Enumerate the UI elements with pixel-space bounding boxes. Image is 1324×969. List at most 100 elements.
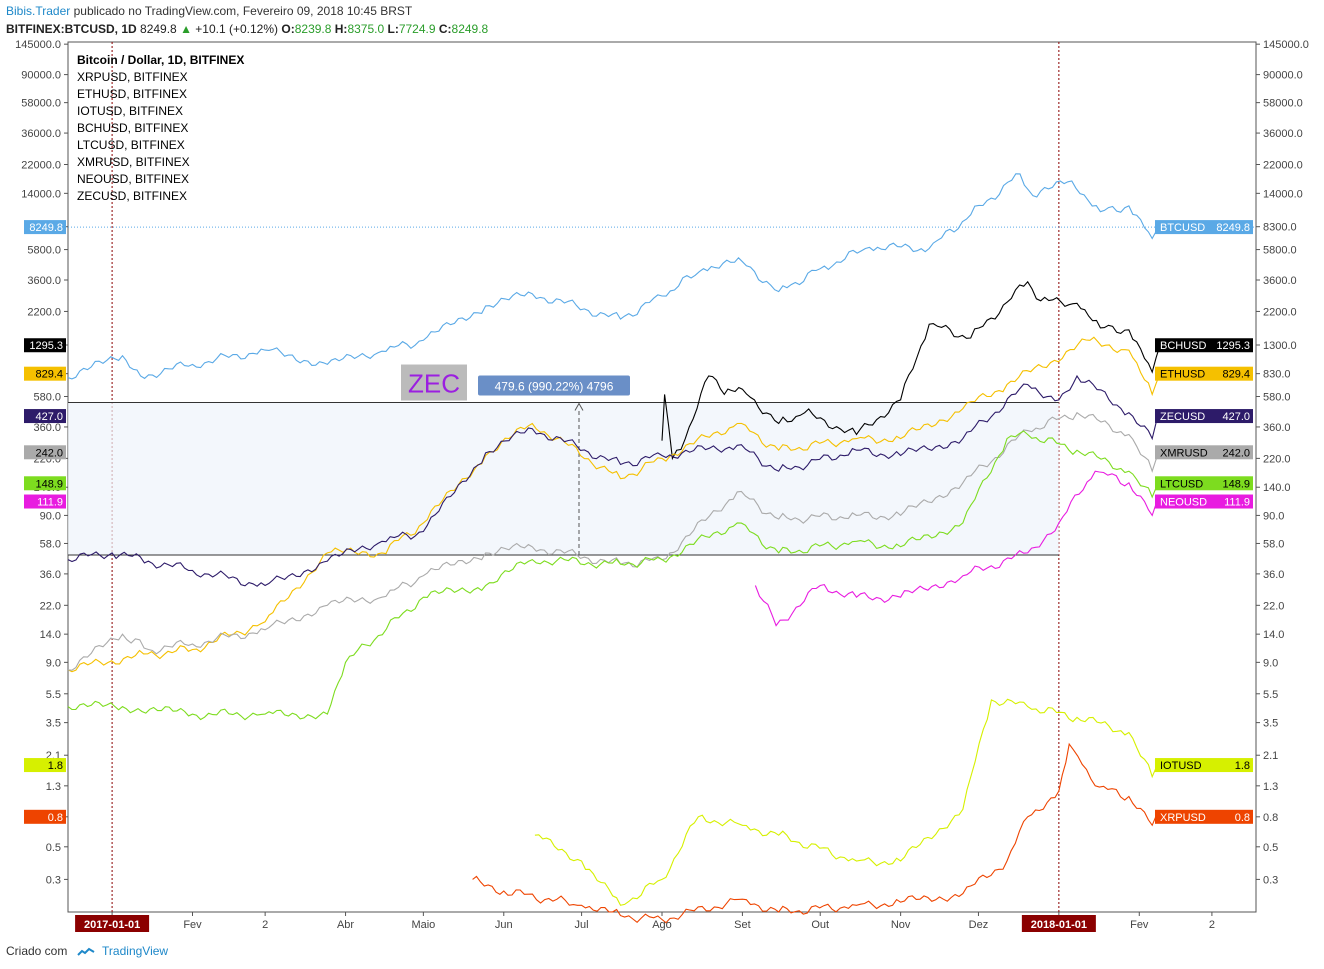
x-tick-highlight-bg [1021,915,1096,932]
series-tag-right [1155,366,1253,381]
series-name-label: BCHUSD [1160,340,1207,352]
legend-item: IOTUSD, BITFINEX [77,104,183,118]
y-tick-label-left: 22.0 [40,600,61,612]
series-last-right: 242.0 [1222,447,1250,459]
series-last-left: 427.0 [35,411,63,423]
series-tag-left [24,758,66,773]
created-with-text: Criado com [6,944,68,958]
y-tick-label-right: 2.1 [1263,750,1278,762]
y-tick-label-left: 0.5 [46,842,61,854]
y-tick-label-right: 140.0 [1263,482,1291,494]
series-name-label: LTCUSD [1160,478,1203,490]
y-tick-label-left: 14.0 [40,629,61,641]
series-last-right: 1295.3 [1216,340,1250,352]
y-tick-label-right: 14000.0 [1263,188,1303,200]
series-tag-left [24,338,66,353]
series-line-iotusd [534,698,1161,906]
x-tick-label: 2017-01-01 [84,919,140,931]
series-line-btcusd [67,173,1161,380]
footer: Criado com TradingView [6,944,168,958]
last-price: 8249.8 [140,22,177,36]
publish-line: Bibis.Trader publicado no TradingView.co… [6,4,412,18]
x-tick-label: Ago [652,919,672,931]
y-tick-label-right: 36.0 [1263,569,1284,581]
series-line-xrpusd [472,742,1161,924]
series-last-left: 1.8 [48,760,63,772]
symbol-label: BITFINEX:BTCUSD, 1D [6,22,137,36]
x-tick-label: Nov [891,919,911,931]
series-name-label: XRPUSD [1160,812,1206,824]
y-tick-label-left: 58000.0 [21,98,61,110]
x-tick-label: Set [734,919,751,931]
series-tag-right [1155,809,1253,824]
measure-arrow-head [574,402,584,411]
x-tick-label: Fev [1130,919,1149,931]
series-last-left: 148.9 [35,478,63,490]
legend-item: BCHUSD, BITFINEX [77,121,188,135]
series-line-ethusd [67,336,1161,673]
close-label: C: [438,22,452,36]
y-tick-label-left: 5.5 [46,689,61,701]
y-tick-label-right: 58.0 [1263,538,1284,550]
x-tick-label: 2018-01-01 [1031,919,1087,931]
x-tick-label: Fev [183,919,202,931]
legend-item: NEOUSD, BITFINEX [77,172,189,186]
series-tag-left [24,494,66,509]
tradingview-link[interactable]: TradingView [102,944,169,958]
x-tick-label: Abr [337,919,354,931]
series-tag-right [1155,409,1253,424]
y-tick-label-right: 2200.0 [1263,306,1297,318]
y-tick-label-right: 22000.0 [1263,159,1303,171]
y-tick-label-right: 14.0 [1263,629,1284,641]
series-last-right: 111.9 [1224,497,1250,509]
x-tick-label: Jun [495,919,513,931]
series-line-xmrusd [67,411,1161,671]
y-tick-label-right: 22.0 [1263,600,1284,612]
x-tick-label: 2 [1209,919,1215,931]
y-tick-label-right: 220.0 [1263,453,1291,465]
series-last-right: 427.0 [1222,411,1250,423]
price-change: +10.1 (+0.12%) [195,22,279,36]
series-last-right: 148.9 [1222,478,1250,490]
y-tick-label-left: 1.3 [46,781,61,793]
y-tick-label-right: 90.0 [1263,510,1284,522]
series-last-left: 0.8 [48,812,63,824]
y-tick-label-left: 360.0 [33,422,61,434]
author-link[interactable]: Bibis.Trader [6,4,71,18]
y-tick-label-right: 580.0 [1263,392,1291,404]
series-last-left: 8249.8 [29,222,63,234]
series-name-label: IOTUSD [1160,760,1202,772]
open-value: 8239.8 [294,22,332,36]
series-tag-left [24,409,66,424]
symbol-line: BITFINEX:BTCUSD, 1D 8249.8 ▲ +10.1 (+0.1… [6,22,488,36]
legend-title: Bitcoin / Dollar, 1D, BITFINEX [77,53,244,67]
series-tag-right [1155,338,1253,353]
y-tick-label-right: 830.0 [1263,369,1291,381]
y-tick-label-right: 90000.0 [1263,70,1303,82]
annotation-label: ZEC [408,369,460,399]
y-tick-label-right: 3600.0 [1263,275,1297,287]
series-tag-left [24,445,66,460]
series-last-left: 829.4 [35,369,63,381]
x-tick-label: Maio [411,919,435,931]
y-tick-label-right: 8300.0 [1263,222,1297,234]
series-name-label: NEOUSD [1160,497,1207,509]
y-tick-label-right: 145000.0 [1263,39,1309,51]
legend-item: ZECUSD, BITFINEX [77,189,187,203]
series-last-right: 8249.8 [1216,222,1250,234]
y-tick-label-left: 5800.0 [27,245,61,257]
x-tick-highlight-bg [75,915,150,932]
series-tag-right [1155,445,1253,460]
series-line-ltcusd [67,430,1161,721]
series-tag-left [24,476,66,491]
y-tick-label-left: 3.5 [46,718,61,730]
low-label: L: [387,22,399,36]
close-value: 8249.8 [451,22,489,36]
y-tick-label-left: 14000.0 [21,188,61,200]
series-last-left: 242.0 [35,447,63,459]
series-name-label: BTCUSD [1160,222,1205,234]
measure-label: 479.6 (990.22%) 4796 [495,380,614,394]
open-label: O: [281,22,295,36]
series-last-right: 1.8 [1235,760,1250,772]
